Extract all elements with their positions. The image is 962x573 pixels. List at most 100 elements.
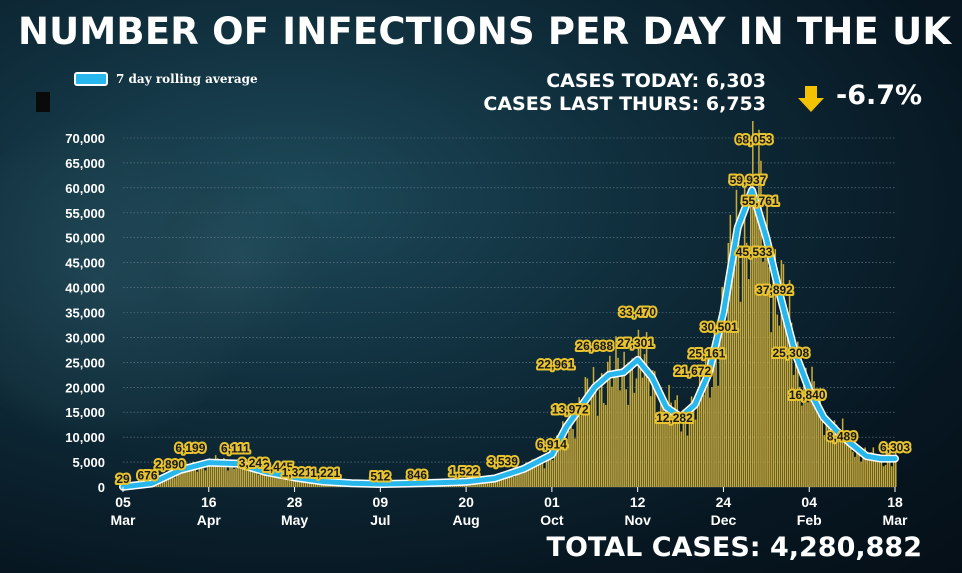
daily-bar <box>543 468 546 487</box>
daily-bar <box>574 438 576 487</box>
daily-bar <box>801 405 803 487</box>
daily-bar <box>525 462 527 487</box>
x-tick-month: Dec <box>711 512 737 528</box>
daily-bar <box>772 277 774 487</box>
daily-bar <box>198 467 201 487</box>
daily-bar <box>596 415 599 487</box>
daily-bar <box>588 404 591 487</box>
data-label: 12,282 <box>656 411 693 425</box>
daily-bar <box>227 470 229 487</box>
y-tick-label: 10,000 <box>65 430 105 445</box>
daily-bar <box>529 467 531 487</box>
y-tick-label: 45,000 <box>65 256 105 271</box>
data-label: 6,303 <box>880 441 910 455</box>
daily-bar <box>792 374 795 487</box>
daily-bar <box>637 329 640 487</box>
daily-bar <box>182 471 184 487</box>
daily-bar <box>890 466 893 487</box>
daily-bar <box>613 371 615 487</box>
daily-bar <box>239 460 241 487</box>
x-tick-month: May <box>281 512 308 528</box>
x-tick-day: 09 <box>373 494 389 510</box>
daily-bar <box>768 266 770 487</box>
daily-bar <box>660 386 662 487</box>
daily-bar <box>647 370 650 487</box>
daily-bar <box>576 411 578 487</box>
daily-bar <box>705 360 707 487</box>
daily-bar <box>196 471 199 487</box>
daily-bar <box>651 370 654 487</box>
daily-bar <box>235 468 237 487</box>
daily-bar <box>188 469 190 487</box>
daily-bar <box>308 480 311 487</box>
daily-bar <box>809 396 811 487</box>
daily-bar <box>517 469 519 487</box>
daily-bar <box>629 365 632 487</box>
daily-bar <box>600 373 603 487</box>
daily-bar <box>498 478 501 487</box>
data-label: 8,489 <box>827 430 857 444</box>
daily-bar <box>782 264 785 487</box>
daily-bar <box>555 435 558 487</box>
daily-bar <box>251 466 254 487</box>
daily-bar <box>523 467 525 487</box>
daily-bar <box>633 392 636 487</box>
daily-bar <box>641 377 644 487</box>
daily-bar <box>284 474 286 487</box>
daily-bar <box>619 390 621 487</box>
daily-bar <box>241 467 243 487</box>
data-label: 30,501 <box>701 320 738 334</box>
daily-bar <box>892 458 895 487</box>
daily-bar <box>817 398 819 487</box>
data-label: 3,242 <box>239 456 269 470</box>
daily-bar <box>829 440 832 487</box>
daily-bar <box>317 482 319 487</box>
daily-bar <box>270 471 272 487</box>
daily-bar <box>878 454 881 487</box>
daily-bar <box>247 464 250 487</box>
daily-bar <box>562 421 564 487</box>
daily-bar <box>848 435 850 487</box>
daily-bar <box>754 210 756 487</box>
daily-bar <box>682 409 685 487</box>
down-arrow-icon <box>798 86 824 112</box>
daily-bar <box>864 447 866 487</box>
daily-bar <box>572 429 574 487</box>
daily-bar <box>868 460 870 487</box>
daily-bar <box>698 365 701 487</box>
y-tick-label: 50,000 <box>65 231 105 246</box>
data-label: 21,672 <box>674 364 711 378</box>
x-tick-day: 28 <box>287 494 303 510</box>
daily-bar <box>715 356 717 487</box>
daily-bar <box>739 301 742 487</box>
daily-bar <box>519 471 521 487</box>
daily-bar <box>623 351 625 487</box>
daily-bar <box>876 461 879 487</box>
daily-bar <box>296 477 299 487</box>
daily-bar <box>547 452 550 487</box>
daily-bar <box>621 367 623 487</box>
daily-bar <box>821 416 824 487</box>
data-label: 3,539 <box>488 454 518 468</box>
daily-bar <box>790 322 793 487</box>
daily-bar <box>584 377 587 487</box>
daily-bar <box>813 381 815 487</box>
daily-bar <box>713 343 715 487</box>
data-label: 26,688 <box>576 339 613 353</box>
decorative-square <box>36 92 50 112</box>
daily-bar <box>178 468 180 487</box>
daily-bar <box>823 435 826 487</box>
data-label: 512 <box>370 469 390 483</box>
data-label: 676 <box>137 469 157 483</box>
daily-bar <box>858 449 860 487</box>
daily-bar <box>886 456 889 487</box>
daily-bar <box>607 361 609 487</box>
x-tick-month: Mar <box>883 512 908 528</box>
percent-change: -6.7% <box>836 80 923 111</box>
cases-today: CASES TODAY: 6,303 <box>546 70 766 92</box>
daily-bar <box>866 453 868 487</box>
daily-bar <box>551 460 554 487</box>
daily-bar <box>288 478 290 487</box>
daily-bar <box>202 468 205 487</box>
daily-bar <box>741 255 744 487</box>
